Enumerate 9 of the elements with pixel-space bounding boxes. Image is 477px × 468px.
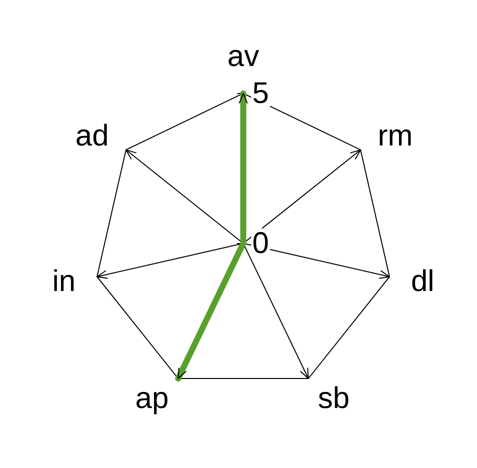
spoke-label: dl — [410, 265, 434, 298]
spoke-label: ad — [75, 120, 109, 153]
spoke-label: av — [227, 40, 260, 73]
spoke-label: sb — [318, 382, 350, 415]
spoke-label: ap — [135, 382, 169, 415]
spoke-label: in — [52, 265, 76, 298]
spoke-label: rm — [378, 120, 413, 153]
y-tick-label: 5 — [252, 76, 269, 110]
y-tick-label: 0 — [252, 226, 269, 260]
